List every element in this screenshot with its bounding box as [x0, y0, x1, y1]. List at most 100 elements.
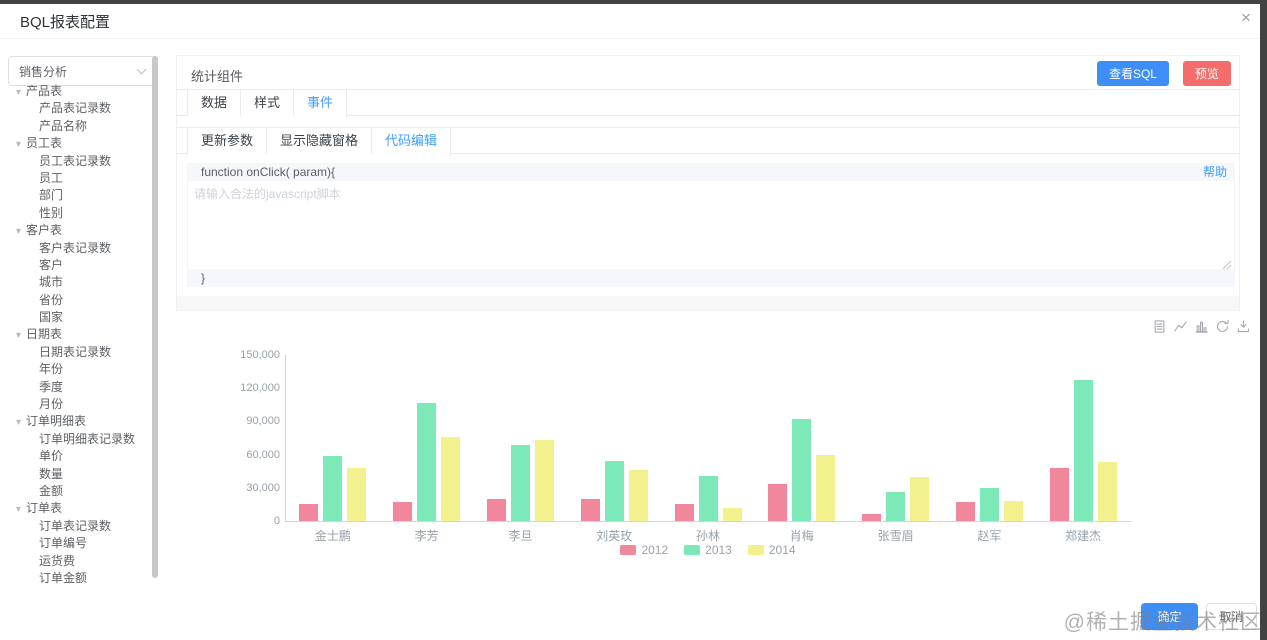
close-icon[interactable]: ×	[1241, 8, 1251, 27]
main-tabs-bar: 数据 样式 事件	[177, 89, 1239, 118]
tree-field-3-3[interactable]: 月份	[39, 397, 64, 412]
tree-table-0[interactable]: ▾ 产品表	[8, 83, 152, 100]
tree-field-2-4[interactable]: 国家	[39, 310, 64, 325]
tab-event[interactable]: 事件	[294, 90, 348, 118]
event-subtabs-bar: 更新参数 显示隐藏窗格 代码编辑	[177, 127, 1239, 156]
bar-2012	[1049, 468, 1069, 521]
tab-data[interactable]: 数据	[187, 90, 242, 116]
x-axis-label: 赵军	[977, 529, 1002, 543]
bar-chart: 150,000 120,000 90,000 60,000 30,000 0 金士鹏 李芳 李…	[240, 348, 1144, 563]
code-area-wrap	[187, 181, 1235, 270]
sidebar-scrollbar[interactable]	[152, 56, 158, 578]
tree-field-3-2[interactable]: 季度	[39, 379, 64, 394]
legend-label: 2014	[768, 543, 796, 557]
tree-table-4[interactable]: ▾ 订单明细表	[8, 413, 152, 430]
cancel-button[interactable]: 取消	[1206, 603, 1257, 630]
tree-table-label: 日期表	[26, 327, 63, 342]
tree-field-5-0[interactable]: 订单表记录数	[39, 518, 112, 533]
bar-group-3	[567, 461, 661, 521]
tree-table-2[interactable]: ▾ 客户表	[8, 222, 152, 239]
bar-2012	[299, 504, 319, 521]
tree-field-0-1[interactable]: 产品名称	[39, 118, 88, 133]
caret-down-icon[interactable]: ▾	[16, 504, 22, 516]
toolbox-line-chart-icon[interactable]	[1173, 319, 1188, 334]
y-tick-label: 0	[273, 515, 280, 527]
toolbox-data-view-icon[interactable]	[1152, 319, 1167, 334]
x-axis-label: 李旦	[508, 529, 533, 543]
tree-table-label: 员工表	[26, 136, 63, 151]
bar-2014	[1003, 501, 1023, 521]
resize-handle-icon[interactable]	[1222, 257, 1232, 270]
tree-field-5-2[interactable]: 运货费	[39, 553, 76, 568]
bar-group-6	[849, 477, 943, 521]
bar-2012	[862, 514, 882, 521]
subtab-show-hide-pane[interactable]: 显示隐藏窗格	[267, 128, 373, 154]
caret-down-icon[interactable]: ▾	[16, 330, 22, 342]
bar-group-7	[942, 488, 1036, 521]
tree-table-3[interactable]: ▾ 日期表	[8, 326, 152, 343]
tree-table-label: 订单表	[26, 501, 63, 516]
tree-field-4-0[interactable]: 订单明细表记录数	[39, 431, 136, 446]
bar-2012	[486, 499, 506, 521]
x-axis-label: 孙林	[696, 529, 721, 543]
tree-field-4-2[interactable]: 数量	[39, 466, 64, 481]
tree-field-3-0[interactable]: 日期表记录数	[39, 344, 112, 359]
tree-field-1-2[interactable]: 部门	[39, 188, 64, 203]
bar-2014	[441, 437, 461, 521]
tree-table-1[interactable]: ▾ 员工表	[8, 135, 152, 152]
tree-field-5-1[interactable]: 订单编号	[39, 536, 88, 551]
tree-field-5-3[interactable]: 订单金额	[39, 570, 88, 585]
legend-swatch	[620, 545, 637, 555]
tab-style[interactable]: 样式	[241, 90, 295, 116]
tree-field-4-3[interactable]: 金额	[39, 483, 64, 498]
tree-table-label: 产品表	[26, 84, 63, 98]
bar-group-2	[474, 440, 568, 521]
ok-button[interactable]: 确定	[1141, 603, 1198, 630]
chart-legend: 2012 2013 2014	[286, 543, 1130, 557]
legend-swatch	[747, 545, 764, 555]
legend-item-2012[interactable]: 2012	[620, 543, 668, 557]
bar-2012	[580, 499, 600, 521]
tree-field-2-0[interactable]: 客户表记录数	[39, 240, 112, 255]
y-tick-label: 150,000	[240, 349, 280, 361]
caret-down-icon[interactable]: ▾	[16, 87, 22, 98]
bar-2013	[886, 492, 906, 521]
plot-area	[286, 355, 1130, 521]
tree-table-label: 订单明细表	[26, 414, 87, 429]
tree-field-1-0[interactable]: 员工表记录数	[39, 153, 112, 168]
legend-item-2014[interactable]: 2014	[747, 543, 796, 557]
tree-field-1-3[interactable]: 性别	[39, 205, 64, 220]
preview-button[interactable]: 预览	[1182, 61, 1231, 86]
subtab-update-params[interactable]: 更新参数	[187, 128, 268, 154]
tree-field-4-1[interactable]: 单价	[39, 449, 64, 464]
tree-field-0-0[interactable]: 产品表记录数	[39, 101, 112, 116]
subtab-code-edit[interactable]: 代码编辑	[372, 128, 452, 156]
bar-group-8	[1036, 380, 1130, 521]
tree-field-3-1[interactable]: 年份	[39, 362, 64, 377]
dataset-select[interactable]: 销售分析	[8, 56, 156, 86]
legend-label: 2012	[641, 543, 669, 557]
tree-field-2-1[interactable]: 客户	[39, 257, 64, 272]
tree-table-5[interactable]: ▾ 订单表	[8, 500, 152, 517]
panel-bottom-strip	[177, 296, 1239, 310]
legend-item-2013[interactable]: 2013	[684, 543, 732, 557]
caret-down-icon[interactable]: ▾	[16, 139, 22, 151]
tree-table-label: 客户表	[26, 223, 63, 238]
window-top-edge	[0, 0, 1267, 4]
tree-field-1-1[interactable]: 员工	[39, 170, 64, 185]
function-signature: function onClick( param){	[201, 165, 336, 179]
bar-2014	[722, 508, 742, 521]
toolbox-restore-icon[interactable]	[1215, 319, 1230, 334]
caret-down-icon[interactable]: ▾	[16, 417, 22, 429]
caret-down-icon[interactable]: ▾	[16, 226, 22, 238]
code-input[interactable]	[188, 181, 1234, 269]
y-tick-label: 90,000	[246, 415, 280, 428]
page-title: BQL报表配置	[20, 14, 111, 31]
panel-title: 统计组件	[191, 69, 244, 84]
toolbox-bar-chart-icon[interactable]	[1194, 319, 1209, 334]
tree-field-2-3[interactable]: 省份	[39, 292, 64, 307]
tree-field-2-2[interactable]: 城市	[39, 275, 64, 290]
view-sql-button[interactable]: 查看SQL	[1096, 61, 1169, 86]
help-link[interactable]: 帮助	[1202, 165, 1227, 179]
toolbox-download-icon[interactable]	[1236, 319, 1251, 334]
